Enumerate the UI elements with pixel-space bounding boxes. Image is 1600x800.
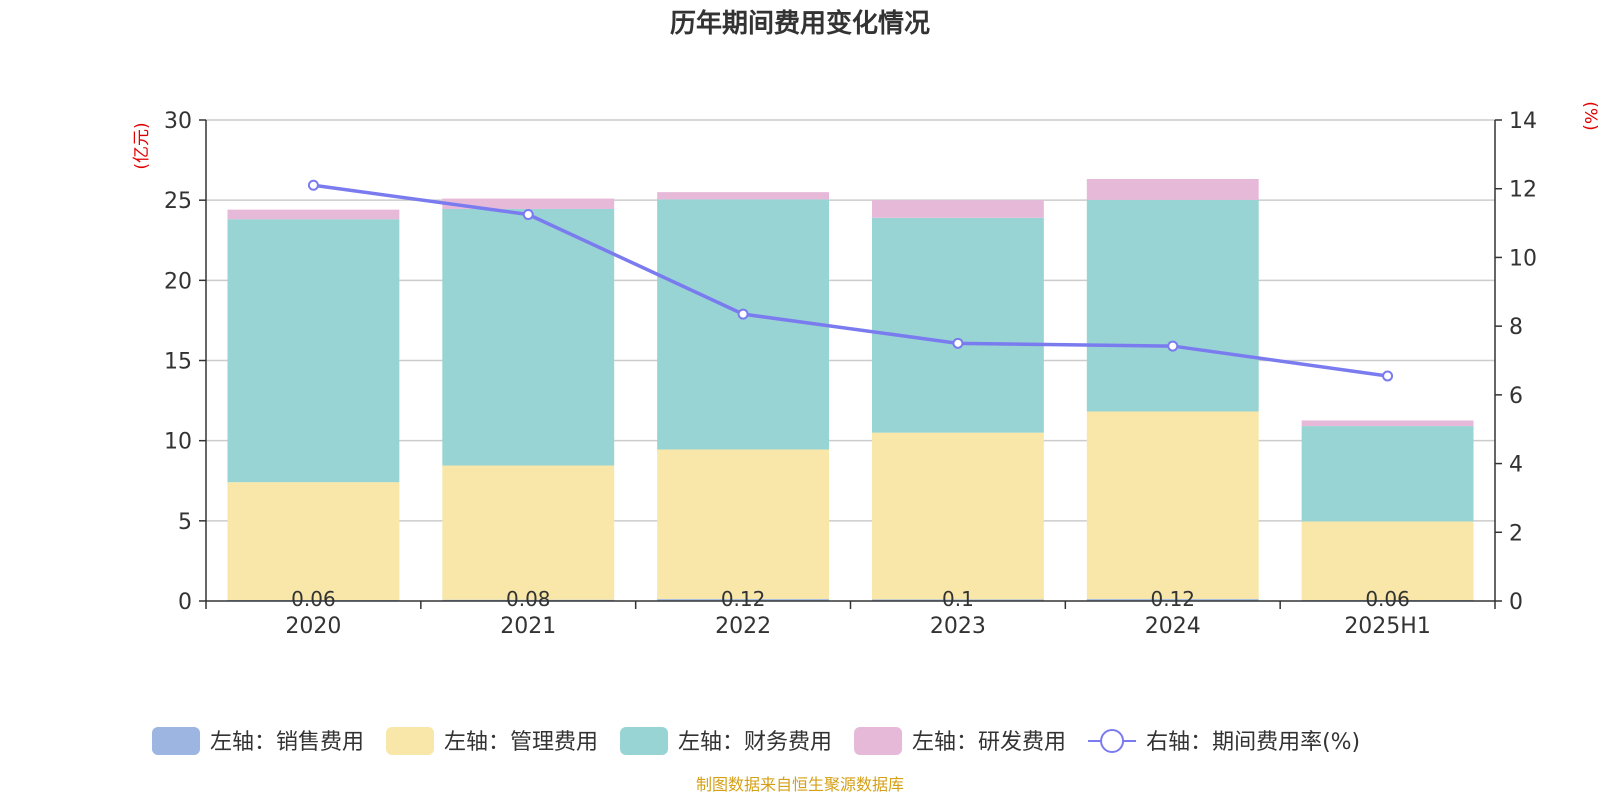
bar-segment: [442, 198, 615, 209]
legend-marker: [1100, 729, 1125, 753]
bar-data-label: 0.12: [1150, 587, 1195, 611]
chart-title: 历年期间费用变化情况: [670, 8, 930, 39]
y-right-tick-label: 4: [1509, 453, 1523, 478]
bar-data-label: 0.06: [291, 587, 336, 611]
y-left-tick-label: 10: [164, 430, 192, 455]
bar-series: [227, 179, 1474, 601]
legend-label: 右轴：期间费用率(%): [1146, 730, 1360, 755]
y-left-tick-label: 15: [164, 350, 192, 375]
legend-label: 左轴：管理费用: [444, 730, 598, 755]
bar-segment: [227, 209, 400, 220]
bar-segment: [1301, 426, 1474, 522]
axes: 0 5 10 15 20 25 30 0 2 4 6 8 10 12 14 2020 2021 2022 2023 2…: [164, 109, 1537, 639]
bar-segment: [871, 599, 1044, 601]
rate-point: [737, 308, 749, 320]
bar-segment: [657, 199, 830, 450]
source-note: 制图数据来自恒生聚源数据库: [696, 775, 904, 794]
bar-segment: [227, 219, 400, 483]
bar-segment: [442, 208, 615, 466]
y-left-tick-label: 25: [164, 189, 192, 214]
legend-swatch: [854, 727, 903, 755]
y-left-tick-label: 20: [164, 269, 192, 294]
x-tick-label: 2020: [285, 614, 341, 639]
x-tick-label: 2024: [1145, 614, 1201, 639]
bar-segment: [442, 465, 615, 600]
y-right-tick-label: 2: [1509, 521, 1523, 546]
legend-label: 左轴：财务费用: [678, 730, 832, 755]
bar-segment: [871, 432, 1044, 600]
legend-label: 左轴：研发费用: [912, 730, 1066, 755]
bar-data-labels: 0.06 0.08 0.12 0.1 0.12 0.06: [291, 587, 1410, 611]
bar-segment: [871, 200, 1044, 218]
bar-data-label: 0.06: [1365, 587, 1410, 611]
y-left-tick-label: 30: [164, 109, 192, 134]
rate-point: [522, 208, 534, 220]
x-tick-label: 2025H1: [1344, 614, 1431, 639]
bar-segment: [657, 449, 830, 600]
y-right-tick-label: 0: [1509, 590, 1523, 615]
bar-data-label: 0.1: [942, 587, 974, 611]
y-left-tick-label: 0: [178, 590, 192, 615]
legend-label: 左轴：销售费用: [210, 730, 364, 755]
rate-line: [313, 183, 1388, 378]
y-right-tick-label: 14: [1509, 109, 1537, 134]
x-tick-label: 2021: [500, 614, 556, 639]
rate-point: [1167, 340, 1179, 352]
bar-segment: [227, 482, 400, 601]
bar-segment: [871, 217, 1044, 433]
y-left-tick-label: 5: [178, 510, 192, 535]
legend-swatch: [620, 727, 669, 755]
bar-segment: [657, 599, 830, 601]
bar-segment: [657, 192, 830, 200]
bar-data-label: 0.08: [506, 587, 551, 611]
legend-swatch: [386, 727, 435, 755]
bar-segment: [1301, 420, 1474, 427]
y-right-tick-label: 6: [1509, 384, 1523, 409]
bar-segment: [1301, 521, 1474, 601]
y-right-tick-label: 10: [1509, 246, 1537, 271]
legend: 左轴：销售费用 左轴：管理费用 左轴：财务费用 左轴：研发费用 右轴：期间费用率(%): [152, 727, 1360, 755]
y-left-unit-label: (亿元): [132, 122, 152, 169]
x-tick-label: 2023: [930, 614, 986, 639]
bar-segment: [1086, 411, 1259, 600]
legend-swatch: [152, 727, 200, 755]
bar-segment: [1086, 599, 1259, 601]
bar-data-label: 0.12: [721, 587, 766, 611]
rate-point: [952, 337, 964, 349]
rate-line-series: [307, 179, 1394, 382]
rate-point: [307, 179, 319, 191]
bar-segment: [1086, 199, 1259, 412]
x-tick-label: 2022: [715, 614, 771, 639]
y-right-tick-label: 8: [1509, 315, 1523, 340]
rate-point: [1382, 370, 1394, 382]
y-right-tick-label: 12: [1509, 178, 1537, 203]
bar-segment: [1086, 179, 1259, 200]
y-right-unit-label: (%): [1580, 101, 1600, 130]
